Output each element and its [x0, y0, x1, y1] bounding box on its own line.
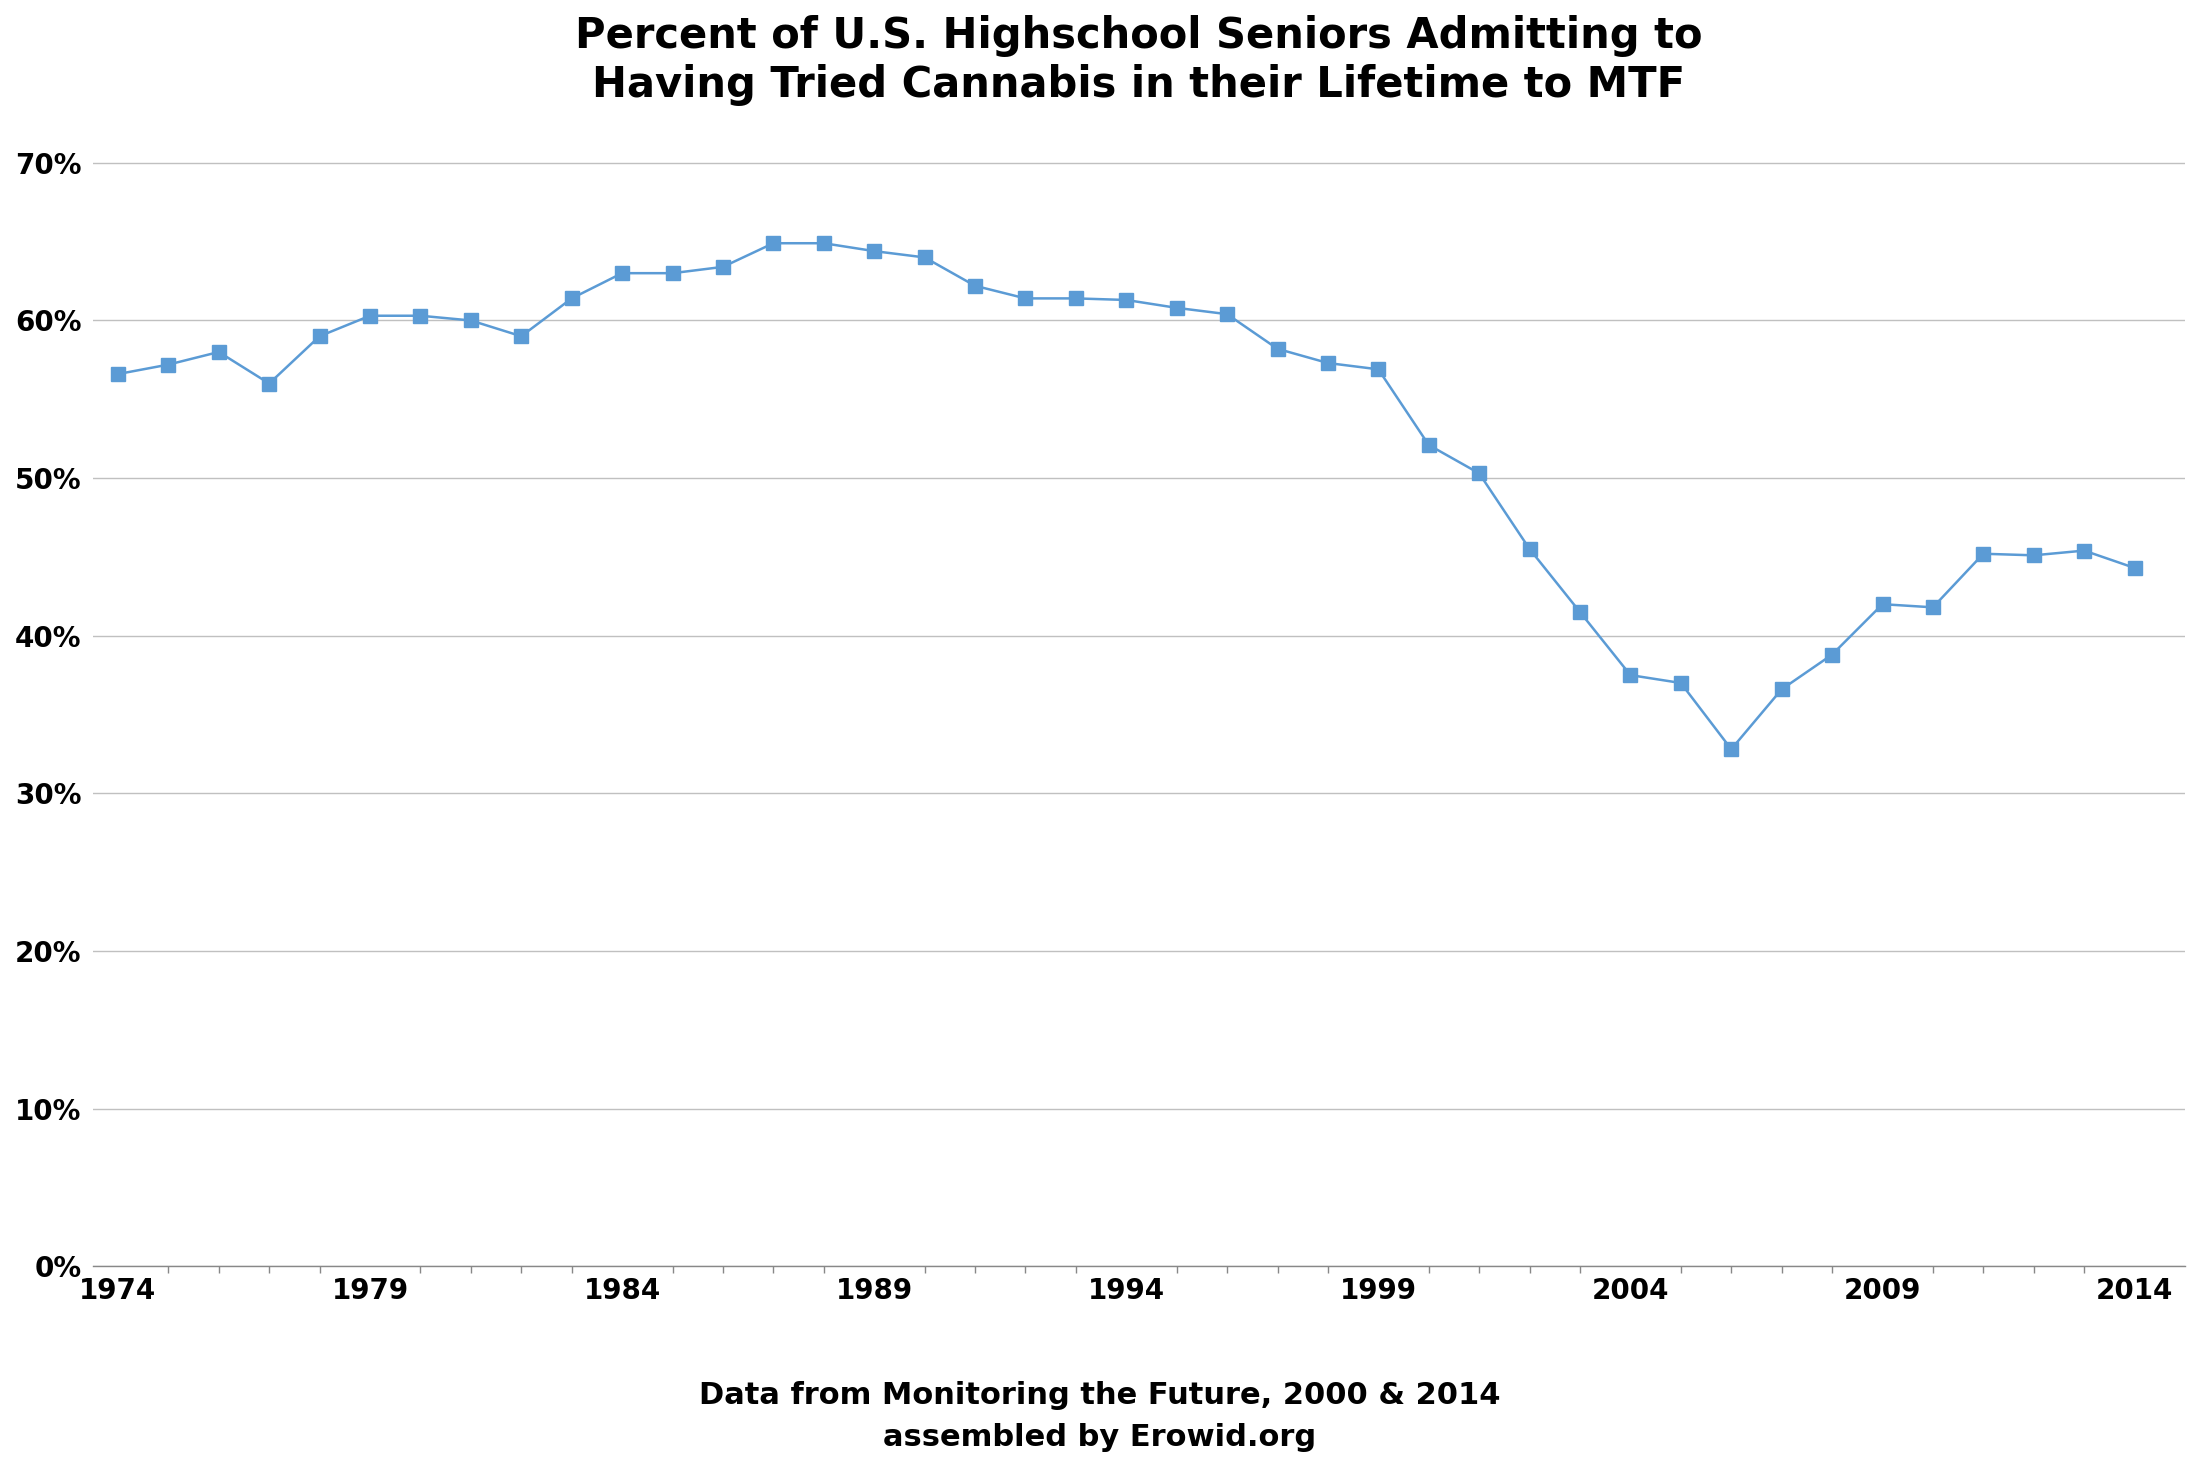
- Text: Data from Monitoring the Future, 2000 & 2014
assembled by Erowid.org: Data from Monitoring the Future, 2000 & …: [700, 1380, 1500, 1452]
- Title: Percent of U.S. Highschool Seniors Admitting to
Having Tried Cannabis in their L: Percent of U.S. Highschool Seniors Admit…: [574, 15, 1703, 106]
